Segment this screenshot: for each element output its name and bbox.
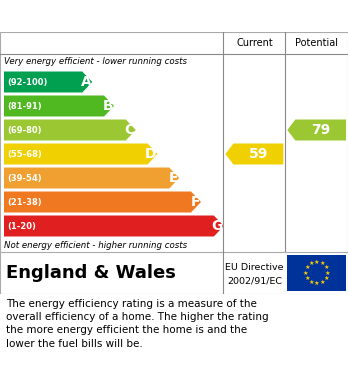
- Text: A: A: [80, 75, 91, 89]
- Text: F: F: [190, 195, 200, 209]
- Text: 59: 59: [249, 147, 268, 161]
- Text: EU Directive: EU Directive: [225, 264, 284, 273]
- Text: 2002/91/EC: 2002/91/EC: [227, 277, 282, 286]
- Polygon shape: [4, 143, 158, 165]
- Text: Current: Current: [236, 38, 273, 48]
- Text: The energy efficiency rating is a measure of the
overall efficiency of a home. T: The energy efficiency rating is a measur…: [6, 299, 269, 349]
- Text: (21-38): (21-38): [7, 197, 42, 206]
- Text: ★: ★: [304, 276, 310, 281]
- Text: ★: ★: [323, 265, 329, 270]
- Text: G: G: [212, 219, 223, 233]
- Text: D: D: [145, 147, 157, 161]
- Text: Potential: Potential: [295, 38, 338, 48]
- Text: ★: ★: [303, 271, 309, 276]
- Text: ★: ★: [319, 280, 325, 285]
- Text: (55-68): (55-68): [7, 149, 42, 158]
- Polygon shape: [4, 72, 92, 93]
- Text: E: E: [169, 171, 178, 185]
- Text: C: C: [125, 123, 135, 137]
- Text: (92-100): (92-100): [7, 77, 47, 86]
- Text: ★: ★: [319, 261, 325, 266]
- Polygon shape: [4, 95, 114, 117]
- Polygon shape: [226, 143, 283, 165]
- Text: ★: ★: [308, 280, 314, 285]
- Polygon shape: [4, 120, 136, 140]
- Text: ★: ★: [314, 260, 319, 265]
- Text: (39-54): (39-54): [7, 174, 42, 183]
- Polygon shape: [4, 192, 201, 212]
- Text: ★: ★: [325, 271, 330, 276]
- Text: (1-20): (1-20): [7, 221, 36, 231]
- Text: 79: 79: [311, 123, 330, 137]
- Text: ★: ★: [304, 265, 310, 270]
- Polygon shape: [287, 120, 346, 140]
- Bar: [287, 255, 346, 291]
- Text: Very energy efficient - lower running costs: Very energy efficient - lower running co…: [4, 57, 187, 66]
- Polygon shape: [4, 215, 224, 237]
- Text: England & Wales: England & Wales: [6, 264, 176, 282]
- Text: ★: ★: [323, 276, 329, 281]
- Text: B: B: [102, 99, 113, 113]
- Text: (69-80): (69-80): [7, 126, 41, 135]
- Polygon shape: [4, 167, 179, 188]
- Text: (81-91): (81-91): [7, 102, 42, 111]
- Text: Not energy efficient - higher running costs: Not energy efficient - higher running co…: [4, 240, 187, 249]
- Text: ★: ★: [314, 281, 319, 286]
- Text: ★: ★: [308, 261, 314, 266]
- Text: Energy Efficiency Rating: Energy Efficiency Rating: [10, 9, 232, 23]
